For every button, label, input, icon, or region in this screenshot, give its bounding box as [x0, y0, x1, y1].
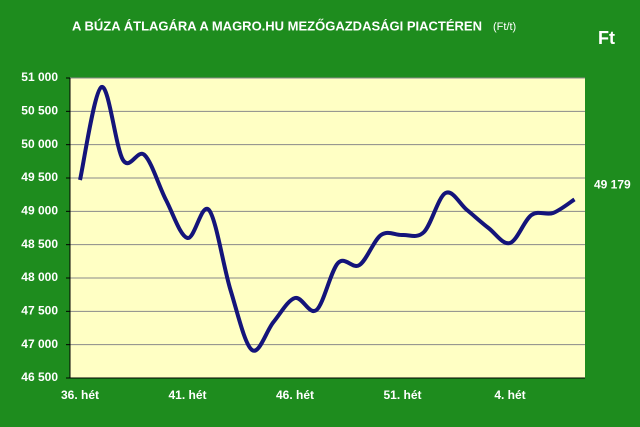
y-tick-label: 49 500 [21, 170, 58, 184]
x-tick-label: 4. hét [494, 388, 525, 402]
x-tick-label: 51. hét [383, 388, 421, 402]
y-tick-label: 51 000 [21, 70, 58, 84]
y-tick-label: 48 500 [21, 237, 58, 251]
y-tick-label: 48 000 [21, 270, 58, 284]
y-tick-label: 46 500 [21, 370, 58, 384]
y-tick-label: 47 500 [21, 304, 58, 318]
title-unit: (Ft/t) [493, 21, 516, 33]
y-tick-label: 49 000 [21, 204, 58, 218]
x-tick-label: 46. hét [276, 388, 314, 402]
y-tick-label: 50 000 [21, 137, 58, 151]
y-axis-unit: Ft [598, 28, 615, 48]
x-tick-label: 41. hét [168, 388, 206, 402]
price-line [78, 84, 576, 353]
plot-area [70, 78, 585, 378]
x-tick-label: 36. hét [61, 388, 99, 402]
chart-title: A BÚZA ÁTLAGÁRA A MAGRO.HU MEZŐGAZDASÁGI… [72, 18, 482, 33]
y-tick-label: 47 000 [21, 337, 58, 351]
value-label: 49 179 [594, 178, 631, 192]
y-tick-label: 50 500 [21, 104, 58, 118]
